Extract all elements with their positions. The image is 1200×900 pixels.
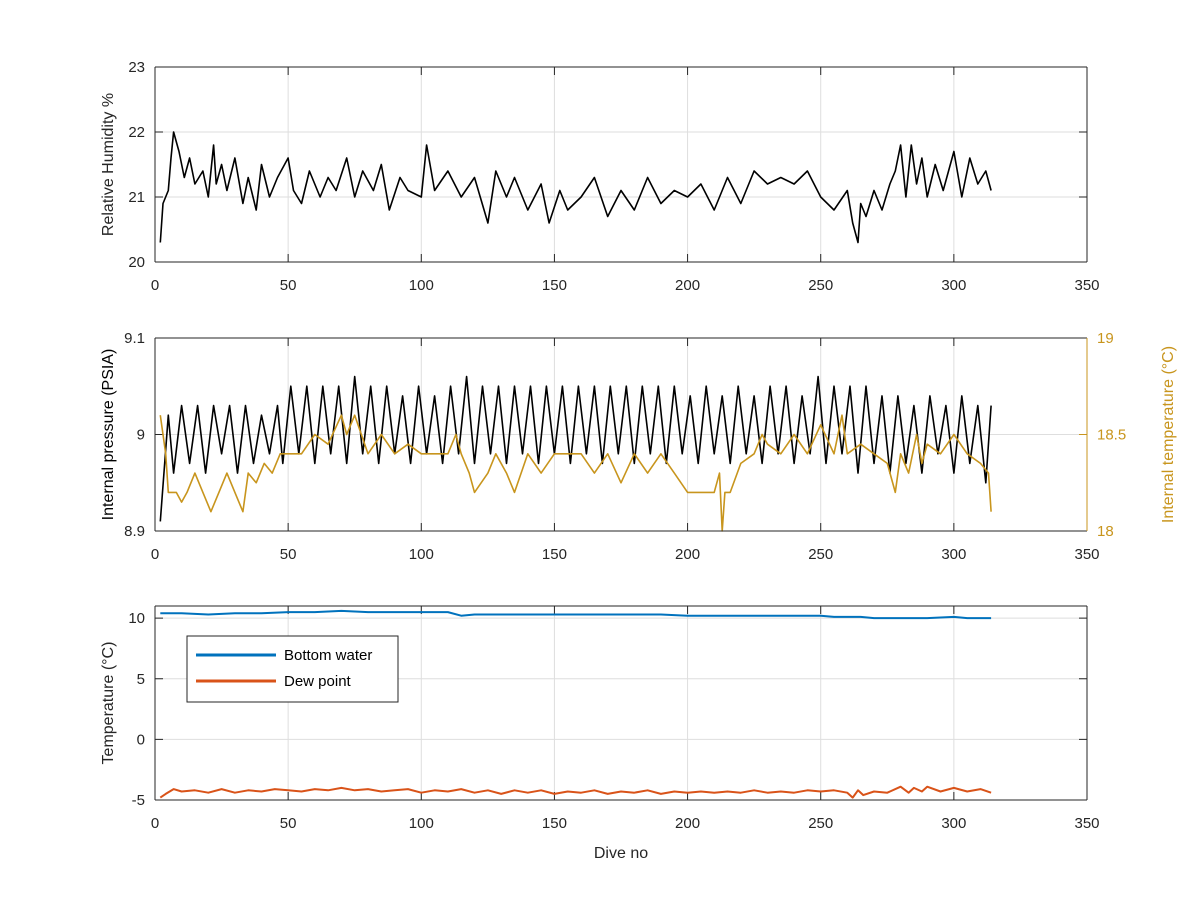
- y-tick-label: 20: [128, 254, 145, 271]
- legend-box: [186, 635, 399, 703]
- x-tick-label: 50: [280, 277, 297, 294]
- series-line-dew-point: [159, 785, 992, 799]
- series-line-bottom-water: [160, 609, 992, 620]
- series-line-1: [159, 131, 992, 244]
- x-tick-label: 50: [280, 546, 297, 563]
- panel-1: 0 50 100 150 200 250 300 350 20 21 22 23 Relative Hu…: [100, 59, 1100, 294]
- legend: Bottom water Dew point: [186, 635, 399, 703]
- x-tick-label: 0: [151, 815, 159, 832]
- x-tick-label: 250: [808, 546, 833, 563]
- x-tick-label: 100: [409, 277, 434, 294]
- y-axis-label: Internal pressure (PSIA): [100, 349, 117, 521]
- x-tick-label: 100: [409, 815, 434, 832]
- x-tick-label: 0: [151, 546, 159, 563]
- x-tick-label: 300: [941, 546, 966, 563]
- y-tick-label: 9.1: [124, 330, 145, 347]
- y-axis-label: Temperature (°C): [100, 642, 117, 765]
- x-tick-label: 150: [542, 815, 567, 832]
- y-tick-label: 23: [128, 59, 145, 76]
- y-tick-label: 10: [128, 610, 145, 627]
- x-tick-label: 100: [409, 546, 434, 563]
- series-line-2: [159, 414, 992, 532]
- y-tick-label: 22: [128, 124, 145, 141]
- y-tick-label: 8.9: [124, 523, 145, 540]
- panel-2: 0 50 100 150 200 250 300 350 8.9 9 9.1 18 18.5 19 Inte…: [100, 330, 1177, 563]
- y-right-tick-label: 18.5: [1097, 427, 1126, 444]
- x-tick-label: 350: [1074, 277, 1099, 294]
- panel-3: 0 50 100 150 200 250 300 350 -5 0 5 10 Temperature (…: [100, 605, 1100, 862]
- x-tick-label: 50: [280, 815, 297, 832]
- x-tick-label: 0: [151, 277, 159, 294]
- x-tick-label: 200: [675, 546, 700, 563]
- y-axis-label: Relative Humidity %: [100, 93, 117, 236]
- x-tick-label: 150: [542, 546, 567, 563]
- x-tick-label: 250: [808, 815, 833, 832]
- y-tick-label: 0: [137, 731, 145, 748]
- y-tick-label: 21: [128, 189, 145, 206]
- series-line-1: [159, 375, 992, 522]
- y-tick-label: -5: [132, 792, 145, 809]
- x-tick-label: 300: [941, 815, 966, 832]
- y-right-axis-label: Internal temperature (°C): [1160, 346, 1177, 523]
- x-tick-label: 200: [675, 815, 700, 832]
- y-tick-label: 9: [137, 427, 145, 444]
- x-tick-label: 200: [675, 277, 700, 294]
- x-tick-label: 300: [941, 277, 966, 294]
- legend-label: Bottom water: [284, 647, 372, 664]
- x-tick-label: 250: [808, 277, 833, 294]
- y-right-tick-label: 18: [1097, 523, 1114, 540]
- x-axis-label: Dive no: [594, 845, 648, 862]
- y-right-tick-label: 19: [1097, 330, 1114, 347]
- x-tick-label: 350: [1074, 546, 1099, 563]
- x-tick-label: 350: [1074, 815, 1099, 832]
- y-tick-label: 5: [137, 671, 145, 688]
- x-tick-label: 150: [542, 277, 567, 294]
- legend-label: Dew point: [284, 673, 352, 690]
